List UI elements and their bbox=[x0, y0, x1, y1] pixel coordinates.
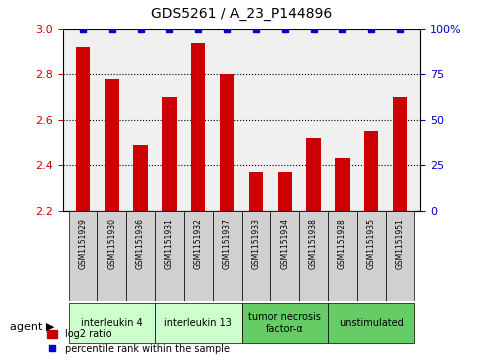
FancyBboxPatch shape bbox=[69, 303, 155, 343]
FancyBboxPatch shape bbox=[242, 303, 328, 343]
Text: agent ▶: agent ▶ bbox=[10, 322, 54, 332]
Bar bbox=[105, 79, 119, 211]
FancyBboxPatch shape bbox=[184, 211, 213, 301]
Bar bbox=[393, 97, 407, 211]
Text: interleukin 4: interleukin 4 bbox=[81, 318, 142, 328]
Text: GSM1151938: GSM1151938 bbox=[309, 218, 318, 269]
FancyBboxPatch shape bbox=[69, 211, 98, 301]
Text: GSM1151934: GSM1151934 bbox=[280, 218, 289, 269]
Text: GSM1151935: GSM1151935 bbox=[367, 218, 376, 269]
Bar bbox=[249, 172, 263, 211]
FancyBboxPatch shape bbox=[385, 211, 414, 301]
Bar bbox=[76, 47, 90, 211]
Bar bbox=[306, 138, 321, 211]
Text: interleukin 13: interleukin 13 bbox=[164, 318, 232, 328]
FancyBboxPatch shape bbox=[98, 211, 126, 301]
Legend: log2 ratio, percentile rank within the sample: log2 ratio, percentile rank within the s… bbox=[43, 326, 234, 358]
FancyBboxPatch shape bbox=[155, 303, 242, 343]
FancyBboxPatch shape bbox=[242, 211, 270, 301]
FancyBboxPatch shape bbox=[328, 211, 357, 301]
Bar bbox=[278, 172, 292, 211]
FancyBboxPatch shape bbox=[270, 211, 299, 301]
Text: GSM1151936: GSM1151936 bbox=[136, 218, 145, 269]
Bar bbox=[220, 74, 234, 211]
FancyBboxPatch shape bbox=[328, 303, 414, 343]
Text: GSM1151932: GSM1151932 bbox=[194, 218, 203, 269]
Text: GSM1151937: GSM1151937 bbox=[223, 218, 231, 269]
Text: GSM1151933: GSM1151933 bbox=[252, 218, 260, 269]
Bar bbox=[162, 97, 177, 211]
Title: GDS5261 / A_23_P144896: GDS5261 / A_23_P144896 bbox=[151, 7, 332, 21]
Bar bbox=[133, 145, 148, 211]
Text: unstimulated: unstimulated bbox=[339, 318, 404, 328]
FancyBboxPatch shape bbox=[299, 211, 328, 301]
Text: GSM1151931: GSM1151931 bbox=[165, 218, 174, 269]
FancyBboxPatch shape bbox=[213, 211, 242, 301]
Bar bbox=[191, 43, 205, 211]
Bar bbox=[364, 131, 378, 211]
Text: GSM1151930: GSM1151930 bbox=[107, 218, 116, 269]
FancyBboxPatch shape bbox=[357, 211, 385, 301]
FancyBboxPatch shape bbox=[126, 211, 155, 301]
Text: GSM1151929: GSM1151929 bbox=[78, 218, 87, 269]
Bar bbox=[335, 158, 350, 211]
Text: GSM1151951: GSM1151951 bbox=[396, 218, 405, 269]
FancyBboxPatch shape bbox=[155, 211, 184, 301]
Text: tumor necrosis
factor-α: tumor necrosis factor-α bbox=[248, 312, 321, 334]
Text: GSM1151928: GSM1151928 bbox=[338, 218, 347, 269]
